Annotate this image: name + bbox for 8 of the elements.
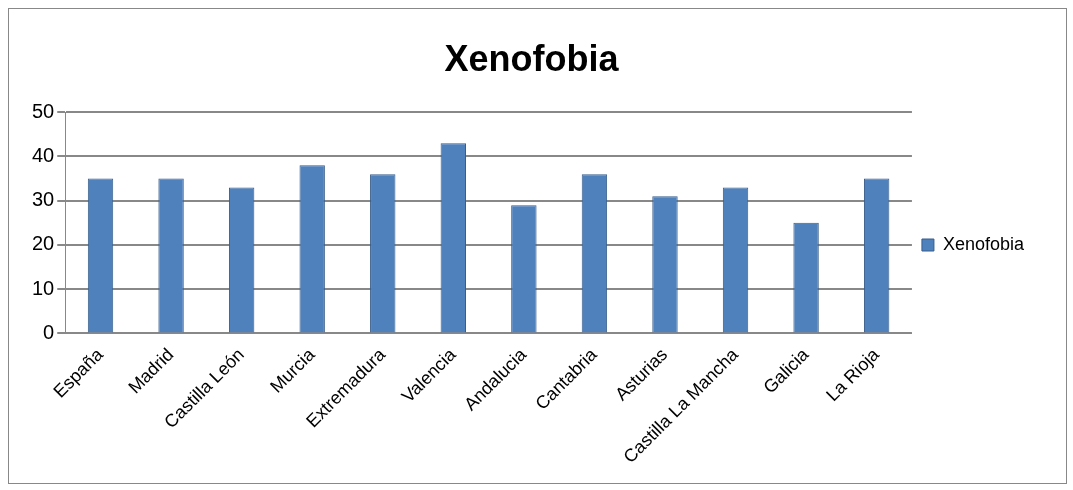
- y-tick-label: 50: [32, 99, 55, 122]
- legend-label: Xenofobia: [942, 233, 1025, 254]
- y-tick-label: 0: [43, 321, 55, 343]
- y-tick-label: 40: [32, 143, 55, 166]
- chart-title: Xenofobia: [444, 37, 620, 79]
- y-tick-label: 10: [32, 276, 55, 299]
- y-tick-label: 30: [32, 188, 55, 211]
- y-tick-label: 20: [32, 232, 55, 255]
